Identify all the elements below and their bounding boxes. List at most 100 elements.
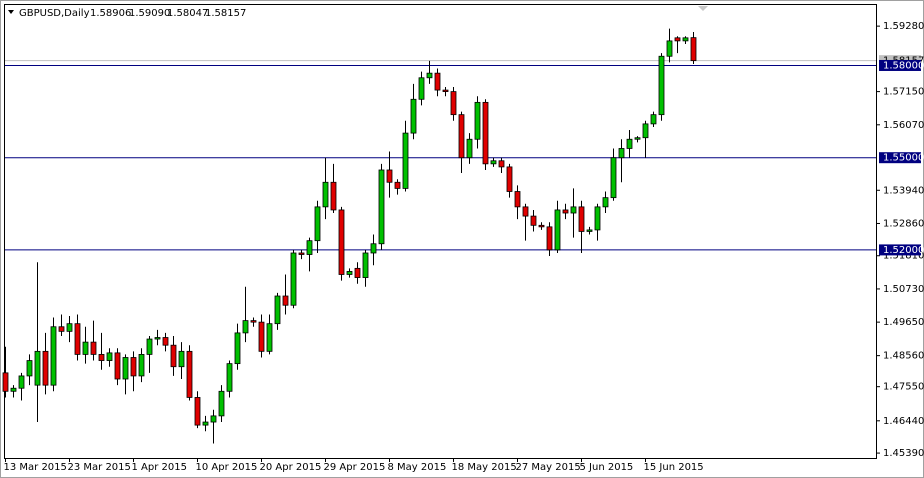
candle-body xyxy=(122,357,129,380)
y-tick-label: 1.48560 xyxy=(883,351,924,362)
x-tick-label: 18 May 2015 xyxy=(452,462,517,473)
level-label-box xyxy=(879,244,921,256)
candle-body xyxy=(626,138,633,149)
candle-body xyxy=(338,209,345,275)
candle-body xyxy=(458,114,465,159)
y-tick-label: 1.57150 xyxy=(883,87,924,98)
candle-body xyxy=(234,332,241,365)
candle-body xyxy=(658,55,665,116)
candle-body xyxy=(578,206,585,232)
x-tick-label: 29 Apr 2015 xyxy=(324,462,386,473)
candle-body xyxy=(282,295,289,306)
ohlc-high: 1.59090 xyxy=(129,8,170,19)
axis-layer: 1.59280 1.57150 1.56070 1.53940 1.52860 1.518… xyxy=(4,21,924,473)
candle-body xyxy=(642,123,649,139)
candle-body xyxy=(434,72,441,91)
candle-body xyxy=(394,181,401,189)
ohlc-open: 1.58906 xyxy=(90,8,131,19)
candle-body xyxy=(450,91,457,116)
candle-body xyxy=(42,350,49,386)
level-label: 1.58000 xyxy=(883,60,924,71)
candle-body xyxy=(114,352,121,380)
candle-body xyxy=(314,206,321,242)
candle-body xyxy=(26,360,33,377)
candle-body xyxy=(66,323,73,332)
candle-body xyxy=(674,37,681,42)
candle-body xyxy=(202,421,209,426)
x-tick-label: 8 May 2015 xyxy=(388,462,447,473)
level-label-box xyxy=(879,152,921,164)
candle-body xyxy=(554,209,561,251)
candle-body xyxy=(514,191,521,208)
y-tick-label: 1.47550 xyxy=(883,382,924,393)
candle-body xyxy=(538,224,545,228)
shift-marker xyxy=(698,6,708,11)
y-tick-label: 1.45390 xyxy=(883,448,924,459)
candle-body xyxy=(242,320,249,334)
x-tick-label: 10 Apr 2015 xyxy=(196,462,258,473)
y-tick-label: 1.53940 xyxy=(883,185,924,196)
candle-body xyxy=(522,206,529,217)
candle-body xyxy=(90,341,97,355)
candle-body xyxy=(418,77,425,100)
y-tick-label: 1.51810 xyxy=(883,251,924,262)
candle-body xyxy=(266,323,273,352)
candle-body xyxy=(170,344,177,368)
candle-body xyxy=(218,390,225,417)
candle-body xyxy=(58,326,65,332)
candles-layer xyxy=(2,28,697,444)
candle-body xyxy=(250,320,257,323)
candle-body xyxy=(258,321,265,352)
y-tick-label: 1.46440 xyxy=(883,416,924,427)
candle-body xyxy=(106,352,113,361)
candle-body xyxy=(506,166,513,192)
y-tick-label: 1.50730 xyxy=(883,284,924,295)
candle-body xyxy=(74,323,81,355)
candle-body xyxy=(226,363,233,392)
candle-body xyxy=(10,387,17,392)
candle-body xyxy=(2,372,9,392)
candle-body xyxy=(154,337,161,340)
y-tick-label: 1.49650 xyxy=(883,317,924,328)
ohlc-low: 1.58047 xyxy=(167,8,208,19)
level-label: 1.55000 xyxy=(883,153,924,164)
candle-body xyxy=(378,169,385,245)
candle-body xyxy=(298,252,305,255)
x-tick-label: 13 Mar 2015 xyxy=(4,462,67,473)
candle-body xyxy=(426,72,433,79)
candle-body xyxy=(442,89,449,93)
x-tick-label: 15 Jun 2015 xyxy=(644,462,704,473)
levels-layer xyxy=(5,60,876,251)
candle-body xyxy=(186,350,193,398)
candle-body xyxy=(194,397,201,426)
candle-body xyxy=(34,350,41,386)
candle-body xyxy=(362,252,369,278)
x-tick-label: 1 Apr 2015 xyxy=(132,462,187,473)
candle-body xyxy=(562,209,569,214)
level-label: 1.52000 xyxy=(883,245,924,256)
candle-body xyxy=(570,206,577,214)
candle-body xyxy=(690,37,697,62)
candle-body xyxy=(18,375,25,389)
y-tick-label: 1.56070 xyxy=(883,120,924,131)
candle-body xyxy=(546,226,553,251)
candle-body xyxy=(666,40,673,57)
candle-body xyxy=(618,148,625,159)
candle-body xyxy=(402,132,409,189)
candle-body xyxy=(322,181,329,208)
candle-body xyxy=(370,243,377,254)
candle-body xyxy=(82,341,89,355)
candle-body xyxy=(274,295,281,325)
plot-frame xyxy=(4,4,877,459)
candle-body xyxy=(490,160,497,165)
x-tick-label: 20 Apr 2015 xyxy=(260,462,322,473)
candle-body xyxy=(482,101,489,165)
candle-body xyxy=(210,415,217,423)
candle-body xyxy=(650,114,657,125)
candle-body xyxy=(610,157,617,199)
candle-body xyxy=(386,169,393,183)
candle-body xyxy=(178,350,185,368)
x-tick-label: 23 Mar 2015 xyxy=(68,462,131,473)
candle-body xyxy=(354,267,361,278)
